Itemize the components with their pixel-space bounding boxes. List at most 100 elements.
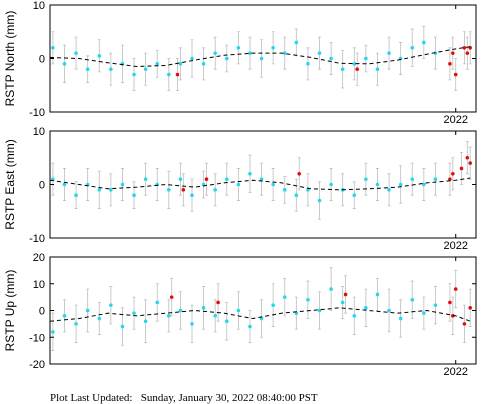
point — [236, 46, 241, 50]
point — [352, 193, 357, 197]
point — [306, 298, 310, 302]
point — [236, 308, 241, 313]
point — [248, 172, 252, 176]
point — [453, 72, 458, 77]
point — [97, 188, 102, 192]
point — [387, 188, 391, 192]
point — [465, 51, 470, 55]
point — [51, 46, 55, 50]
point — [433, 303, 438, 307]
point — [468, 161, 473, 165]
point — [259, 177, 264, 181]
y-tick-label: 0 — [39, 306, 45, 318]
point — [259, 56, 264, 61]
point — [120, 182, 125, 187]
point — [248, 324, 252, 329]
point — [329, 56, 333, 61]
x-tick-label: 2022 — [443, 114, 467, 126]
point — [175, 72, 180, 77]
point — [340, 300, 345, 305]
point — [364, 306, 368, 310]
plot — [49, 267, 473, 352]
point — [297, 172, 302, 176]
point — [109, 303, 113, 307]
point — [74, 322, 78, 326]
point — [329, 182, 333, 187]
point — [410, 298, 415, 302]
point — [132, 311, 136, 315]
point — [294, 40, 299, 45]
point — [190, 193, 194, 197]
y-tick-label: -20 — [29, 359, 45, 371]
y-tick-label: -10 — [29, 332, 45, 344]
point — [433, 177, 438, 181]
point — [282, 188, 287, 192]
point — [85, 308, 90, 313]
y-tick-label: 20 — [33, 252, 45, 264]
point — [248, 51, 252, 55]
point — [109, 67, 113, 71]
point — [364, 56, 368, 61]
point — [422, 311, 426, 315]
point — [448, 300, 452, 305]
x-tick-label: 2022 — [443, 240, 467, 252]
y-axis-label: RSTP Up (mm) — [3, 270, 17, 352]
point — [167, 314, 171, 318]
point — [259, 316, 264, 321]
point — [317, 308, 322, 313]
x-tick-label: 2022 — [443, 366, 467, 378]
point — [236, 182, 241, 187]
point — [201, 306, 206, 310]
point — [224, 319, 229, 324]
point — [398, 316, 403, 321]
plot — [49, 141, 473, 220]
point — [167, 72, 171, 77]
point — [375, 292, 380, 297]
point — [62, 314, 67, 318]
point — [451, 172, 455, 176]
point — [143, 319, 148, 324]
point — [213, 314, 217, 318]
point — [132, 193, 136, 197]
point — [294, 193, 299, 197]
point — [387, 308, 391, 313]
y-axis-label: RSTP East (mm) — [3, 139, 17, 229]
point — [448, 177, 452, 181]
point — [410, 46, 415, 50]
point — [465, 155, 470, 160]
point — [85, 67, 90, 71]
point — [375, 67, 380, 71]
point — [155, 300, 160, 305]
point — [468, 306, 473, 310]
point — [352, 62, 357, 66]
point — [62, 182, 67, 187]
point — [306, 188, 310, 192]
point — [224, 56, 229, 61]
point — [453, 287, 458, 291]
point — [178, 62, 183, 66]
point — [178, 308, 183, 313]
trend-line — [49, 307, 471, 322]
point — [282, 295, 287, 299]
point — [462, 322, 467, 326]
point — [224, 177, 229, 181]
point — [74, 51, 78, 55]
point — [398, 182, 403, 187]
trend-line — [49, 46, 471, 68]
point — [201, 62, 206, 66]
point — [213, 188, 217, 192]
point — [120, 324, 125, 329]
point — [340, 67, 345, 71]
point — [190, 56, 194, 61]
point — [451, 314, 455, 318]
point — [62, 62, 67, 66]
point — [132, 72, 136, 77]
point — [155, 62, 160, 66]
point — [352, 314, 357, 318]
point — [317, 198, 322, 203]
point — [190, 322, 194, 326]
y-tick-label: -10 — [29, 233, 45, 245]
y-axis-label: RSTP North (mm) — [3, 11, 17, 107]
point — [422, 182, 426, 187]
point — [375, 182, 380, 187]
